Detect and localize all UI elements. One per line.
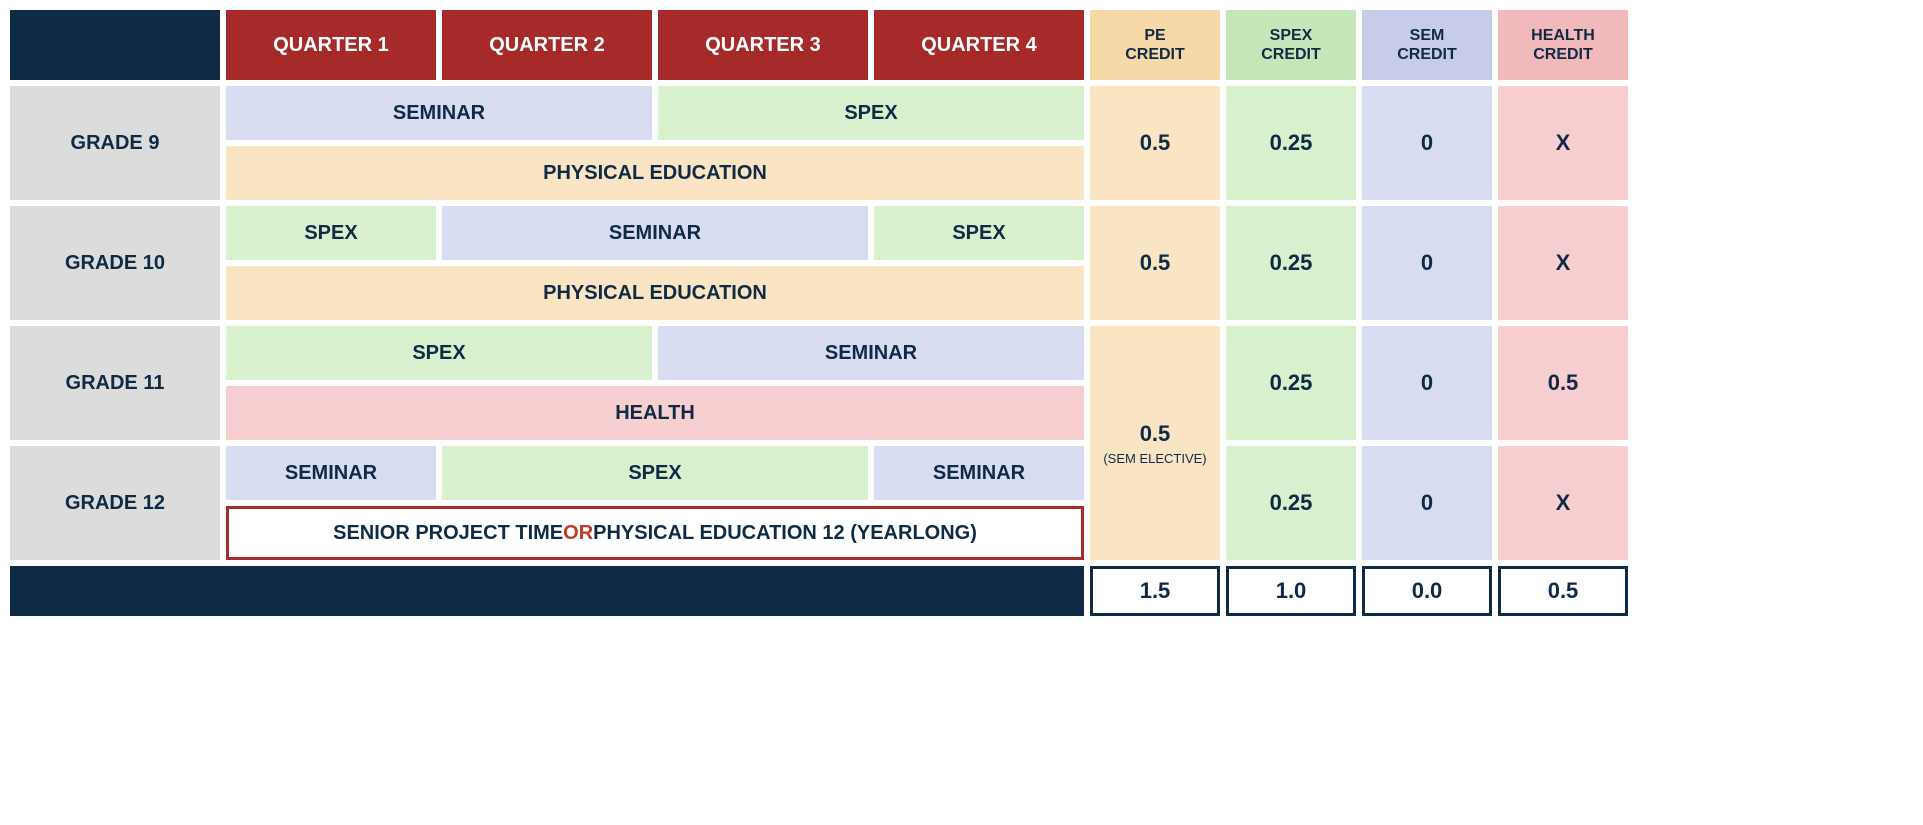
grade9-row1-block-1: SPEX	[658, 86, 1084, 140]
grade10-health-credit: X	[1498, 206, 1628, 320]
grade-label-11: GRADE 11	[10, 326, 220, 440]
grade-label-10: GRADE 10	[10, 206, 220, 320]
header-quarter-2: QUARTER 2	[442, 10, 652, 80]
grade11-row1-block-1: SEMINAR	[658, 326, 1084, 380]
grade10-row2-block-0: PHYSICAL EDUCATION	[226, 266, 1084, 320]
grade10-row1-block-0: SPEX	[226, 206, 436, 260]
grade11-row2-block-0: HEALTH	[226, 386, 1084, 440]
grade10-spex-credit: 0.25	[1226, 206, 1356, 320]
header-blank	[10, 10, 220, 80]
grade10-row1-block-1: SEMINAR	[442, 206, 868, 260]
total-health: 0.5	[1498, 566, 1628, 616]
grade12-row1-block-0: SEMINAR	[226, 446, 436, 500]
grade-label-9: GRADE 9	[10, 86, 220, 200]
credit-schedule-grid: QUARTER 1QUARTER 2QUARTER 3QUARTER 4PECR…	[10, 10, 1913, 616]
grade11-sem-credit: 0	[1362, 326, 1492, 440]
grade12-senior-project-row: SENIOR PROJECT TIME OR PHYSICAL EDUCATIO…	[226, 506, 1084, 560]
header-quarter-1: QUARTER 1	[226, 10, 436, 80]
header-credit-pe: PECREDIT	[1090, 10, 1220, 80]
grade-label-12: GRADE 12	[10, 446, 220, 560]
grade9-spex-credit: 0.25	[1226, 86, 1356, 200]
grade10-pe-credit: 0.5	[1090, 206, 1220, 320]
total-spex: 1.0	[1226, 566, 1356, 616]
grade9-sem-credit: 0	[1362, 86, 1492, 200]
header-credit-spex: SPEXCREDIT	[1226, 10, 1356, 80]
header-credit-health: HEALTHCREDIT	[1498, 10, 1628, 80]
grade12-spex-credit: 0.25	[1226, 446, 1356, 560]
header-credit-sem: SEMCREDIT	[1362, 10, 1492, 80]
grade9-row2-block-0: PHYSICAL EDUCATION	[226, 146, 1084, 200]
grade12-row1-block-2: SEMINAR	[874, 446, 1084, 500]
grade11-12-pe-credit-merged: 0.5(SEM ELECTIVE)	[1090, 326, 1220, 560]
grade10-sem-credit: 0	[1362, 206, 1492, 320]
grade10-row1-block-2: SPEX	[874, 206, 1084, 260]
grade11-health-credit: 0.5	[1498, 326, 1628, 440]
grade9-pe-credit: 0.5	[1090, 86, 1220, 200]
grade12-health-credit: X	[1498, 446, 1628, 560]
total-sem: 0.0	[1362, 566, 1492, 616]
header-quarter-4: QUARTER 4	[874, 10, 1084, 80]
grade11-spex-credit: 0.25	[1226, 326, 1356, 440]
grade11-row1-block-0: SPEX	[226, 326, 652, 380]
header-quarter-3: QUARTER 3	[658, 10, 868, 80]
footer-blank	[10, 566, 1084, 616]
grade9-health-credit: X	[1498, 86, 1628, 200]
grade9-row1-block-0: SEMINAR	[226, 86, 652, 140]
grade12-row1-block-1: SPEX	[442, 446, 868, 500]
grade12-sem-credit: 0	[1362, 446, 1492, 560]
total-pe: 1.5	[1090, 566, 1220, 616]
